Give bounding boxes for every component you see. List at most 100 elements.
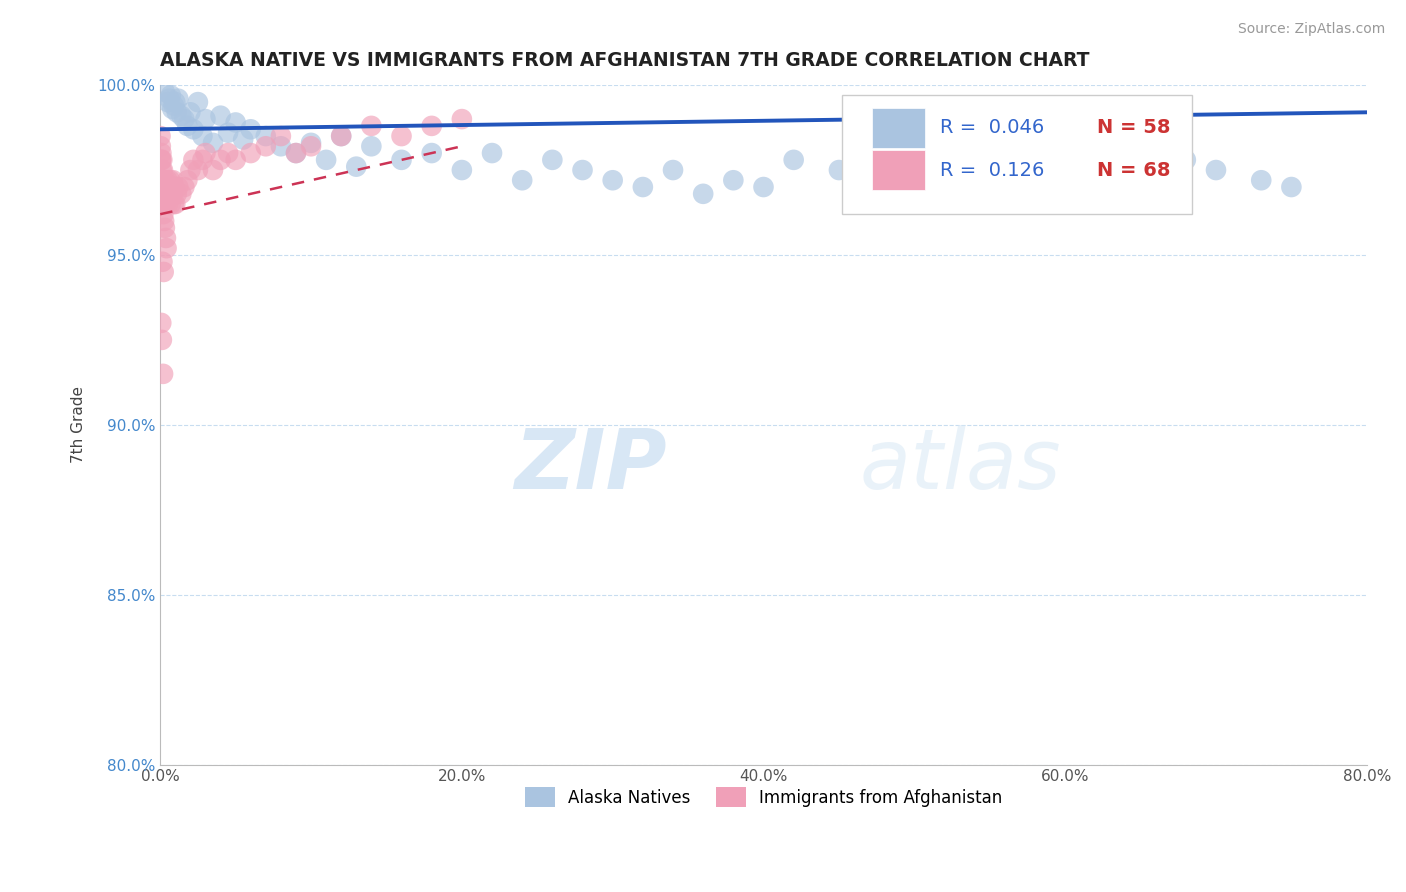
Point	[828, 163, 851, 178]
Point	[254, 139, 277, 153]
Point	[176, 119, 198, 133]
Point	[173, 112, 195, 127]
Legend: Alaska Natives, Immigrants from Afghanistan: Alaska Natives, Immigrants from Afghanis…	[519, 780, 1010, 814]
Point	[194, 112, 217, 127]
Point	[150, 146, 173, 161]
Point	[153, 220, 176, 235]
Point	[149, 129, 172, 144]
Point	[330, 129, 353, 144]
Point	[153, 180, 176, 194]
Point	[1174, 153, 1197, 167]
Point	[170, 109, 193, 123]
Point	[152, 367, 174, 381]
Point	[155, 241, 177, 255]
Point	[692, 186, 714, 201]
Point	[152, 186, 174, 201]
Point	[662, 163, 685, 178]
Point	[201, 136, 224, 150]
Point	[160, 180, 183, 194]
Point	[360, 119, 382, 133]
Point	[179, 105, 201, 120]
Point	[157, 186, 180, 201]
Point	[948, 163, 970, 178]
Point	[149, 139, 172, 153]
Point	[1099, 173, 1122, 187]
Point	[150, 180, 173, 194]
Point	[1129, 163, 1152, 178]
Point	[150, 186, 173, 201]
Point	[156, 95, 179, 109]
Point	[173, 180, 195, 194]
Point	[150, 173, 173, 187]
Point	[344, 160, 367, 174]
Point	[179, 163, 201, 178]
Point	[420, 146, 443, 161]
Point	[209, 109, 232, 123]
Point	[149, 153, 172, 167]
Point	[150, 153, 173, 167]
Point	[315, 153, 337, 167]
Point	[1024, 180, 1046, 194]
Point	[299, 136, 322, 150]
Text: atlas: atlas	[860, 425, 1062, 506]
Point	[225, 115, 247, 129]
Point	[167, 92, 190, 106]
Point	[162, 173, 184, 187]
Point	[152, 163, 174, 178]
Point	[157, 197, 180, 211]
Point	[183, 122, 205, 136]
Point	[201, 163, 224, 178]
Point	[159, 197, 181, 211]
Point	[391, 129, 413, 144]
Point	[254, 129, 277, 144]
Point	[152, 197, 174, 211]
Point	[165, 95, 187, 109]
Point	[191, 129, 214, 144]
Point	[602, 173, 624, 187]
Text: R =  0.046: R = 0.046	[939, 119, 1043, 137]
Point	[284, 146, 307, 161]
Point	[165, 197, 187, 211]
Y-axis label: 7th Grade: 7th Grade	[72, 386, 86, 463]
Point	[571, 163, 593, 178]
Point	[191, 153, 214, 167]
Point	[420, 119, 443, 133]
Point	[1054, 163, 1077, 178]
Text: R =  0.126: R = 0.126	[939, 161, 1045, 179]
Point	[150, 153, 173, 167]
Point	[360, 139, 382, 153]
Point	[225, 153, 247, 167]
FancyBboxPatch shape	[842, 95, 1192, 214]
Point	[166, 105, 188, 120]
Point	[510, 173, 533, 187]
Point	[481, 146, 503, 161]
Point	[194, 146, 217, 161]
Point	[752, 180, 775, 194]
Point	[162, 102, 184, 116]
Text: Source: ZipAtlas.com: Source: ZipAtlas.com	[1237, 22, 1385, 37]
Point	[155, 197, 177, 211]
Text: N = 68: N = 68	[1097, 161, 1170, 179]
Point	[157, 180, 180, 194]
Point	[450, 112, 472, 127]
Point	[162, 186, 184, 201]
Point	[153, 85, 176, 99]
FancyBboxPatch shape	[872, 151, 925, 190]
Point	[156, 186, 179, 201]
Point	[450, 163, 472, 178]
Point	[150, 316, 173, 330]
Point	[330, 129, 353, 144]
Point	[217, 146, 239, 161]
FancyBboxPatch shape	[872, 108, 925, 148]
Point	[150, 163, 173, 178]
Point	[155, 180, 177, 194]
Point	[163, 98, 186, 112]
Point	[270, 129, 292, 144]
Point	[1250, 173, 1272, 187]
Point	[166, 186, 188, 201]
Point	[152, 254, 174, 268]
Point	[159, 88, 181, 103]
Point	[299, 139, 322, 153]
Point	[994, 173, 1017, 187]
Point	[152, 180, 174, 194]
